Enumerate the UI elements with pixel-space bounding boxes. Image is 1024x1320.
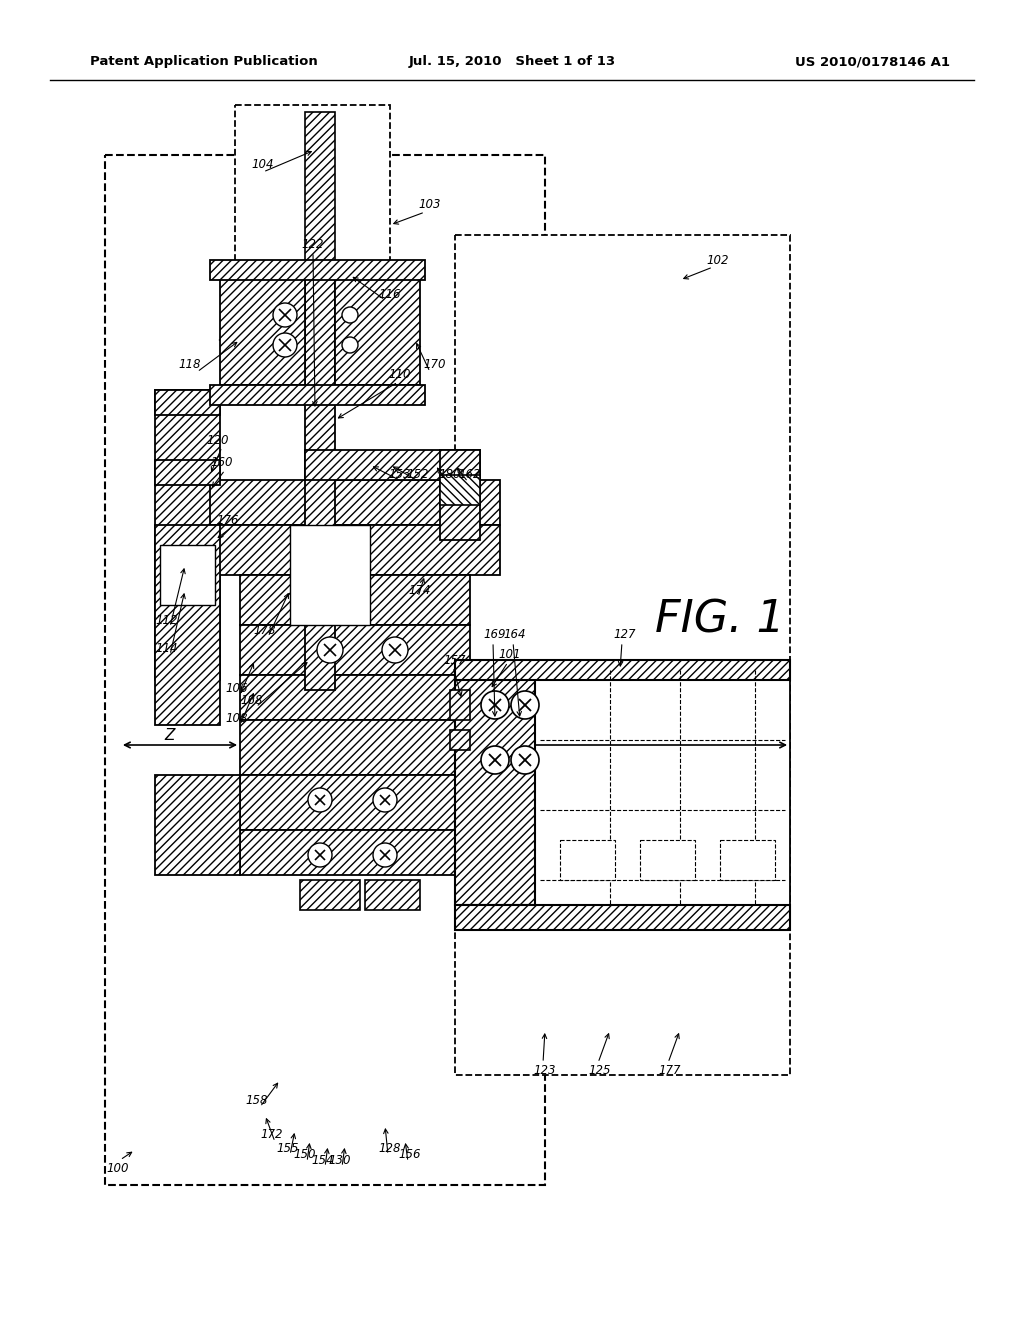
Circle shape	[342, 308, 358, 323]
Text: 104: 104	[252, 158, 274, 172]
Bar	[210, 260, 425, 280]
Text: US 2010/0178146 A1: US 2010/0178146 A1	[795, 55, 950, 69]
Text: 157: 157	[443, 653, 466, 667]
Bar	[210, 525, 500, 576]
Bar	[450, 690, 470, 719]
Circle shape	[511, 690, 539, 719]
Bar	[240, 576, 470, 624]
Text: 112: 112	[156, 614, 178, 627]
Text: Patent Application Publication: Patent Application Publication	[90, 55, 317, 69]
Circle shape	[308, 788, 332, 812]
Text: 164: 164	[504, 628, 526, 642]
Bar	[305, 112, 335, 267]
Text: 169: 169	[483, 628, 506, 642]
Text: 101: 101	[499, 648, 521, 661]
Circle shape	[317, 638, 343, 663]
Text: 100: 100	[106, 1162, 129, 1175]
Text: 116: 116	[379, 289, 401, 301]
Bar	[210, 385, 425, 405]
Text: 122: 122	[302, 239, 325, 252]
Circle shape	[382, 638, 408, 663]
Text: 162: 162	[459, 469, 481, 482]
Text: 123: 123	[534, 1064, 556, 1077]
Circle shape	[273, 333, 297, 356]
Text: 160: 160	[211, 455, 233, 469]
Bar	[450, 730, 470, 750]
Bar	[160, 545, 215, 605]
Text: 172: 172	[261, 1129, 284, 1142]
Bar	[240, 719, 470, 775]
Circle shape	[273, 304, 297, 327]
Circle shape	[373, 843, 397, 867]
Bar	[440, 450, 480, 540]
Bar	[155, 459, 220, 484]
Text: 156: 156	[398, 1148, 421, 1162]
Bar	[155, 389, 220, 680]
Text: 170: 170	[424, 359, 446, 371]
Bar	[290, 525, 370, 624]
Bar	[105, 154, 545, 1185]
Text: 153: 153	[389, 469, 412, 482]
Bar	[365, 880, 420, 909]
Text: 158: 158	[246, 1093, 268, 1106]
Text: 178: 178	[254, 623, 276, 636]
Bar	[455, 671, 535, 906]
Bar	[210, 480, 500, 525]
Text: Z: Z	[165, 727, 175, 742]
Text: 110: 110	[389, 368, 412, 381]
Text: 125: 125	[589, 1064, 611, 1077]
Bar	[455, 235, 790, 1074]
Text: 174: 174	[409, 583, 431, 597]
Text: 176: 176	[217, 513, 240, 527]
Text: Jul. 15, 2010   Sheet 1 of 13: Jul. 15, 2010 Sheet 1 of 13	[409, 55, 615, 69]
Bar	[155, 775, 240, 875]
Bar	[535, 671, 790, 906]
Bar	[240, 775, 470, 830]
Text: 108: 108	[225, 711, 248, 725]
Text: 150: 150	[294, 1148, 316, 1162]
Bar	[440, 475, 480, 506]
Bar	[240, 675, 470, 719]
Bar	[335, 275, 420, 385]
Bar	[155, 389, 220, 414]
Circle shape	[481, 746, 509, 774]
Bar	[640, 840, 695, 880]
Text: 114: 114	[156, 642, 178, 655]
Text: 128: 128	[379, 1142, 401, 1155]
Circle shape	[308, 843, 332, 867]
Text: 180: 180	[438, 469, 461, 482]
Circle shape	[511, 746, 539, 774]
Circle shape	[481, 690, 509, 719]
Text: 106: 106	[225, 681, 248, 694]
Bar	[560, 840, 615, 880]
Bar	[220, 275, 305, 385]
Text: 120: 120	[207, 433, 229, 446]
Text: 155: 155	[276, 1142, 299, 1155]
Bar	[305, 450, 480, 480]
Text: 102: 102	[707, 253, 729, 267]
Text: 168: 168	[241, 693, 263, 706]
Circle shape	[342, 337, 358, 352]
Bar	[720, 840, 775, 880]
Bar	[155, 525, 220, 725]
Text: 177: 177	[658, 1064, 681, 1077]
Bar	[300, 880, 360, 909]
Bar	[240, 830, 470, 875]
Bar	[455, 660, 790, 680]
Text: FIG. 1: FIG. 1	[655, 598, 785, 642]
Bar	[234, 106, 390, 315]
Text: 130: 130	[329, 1154, 351, 1167]
Text: 118: 118	[179, 359, 202, 371]
Circle shape	[373, 788, 397, 812]
Bar	[455, 906, 790, 931]
Text: 152: 152	[407, 469, 429, 482]
Text: 154: 154	[311, 1154, 334, 1167]
Text: 103: 103	[419, 198, 441, 211]
Bar	[240, 624, 470, 675]
Bar	[305, 271, 335, 690]
Text: 127: 127	[613, 628, 636, 642]
